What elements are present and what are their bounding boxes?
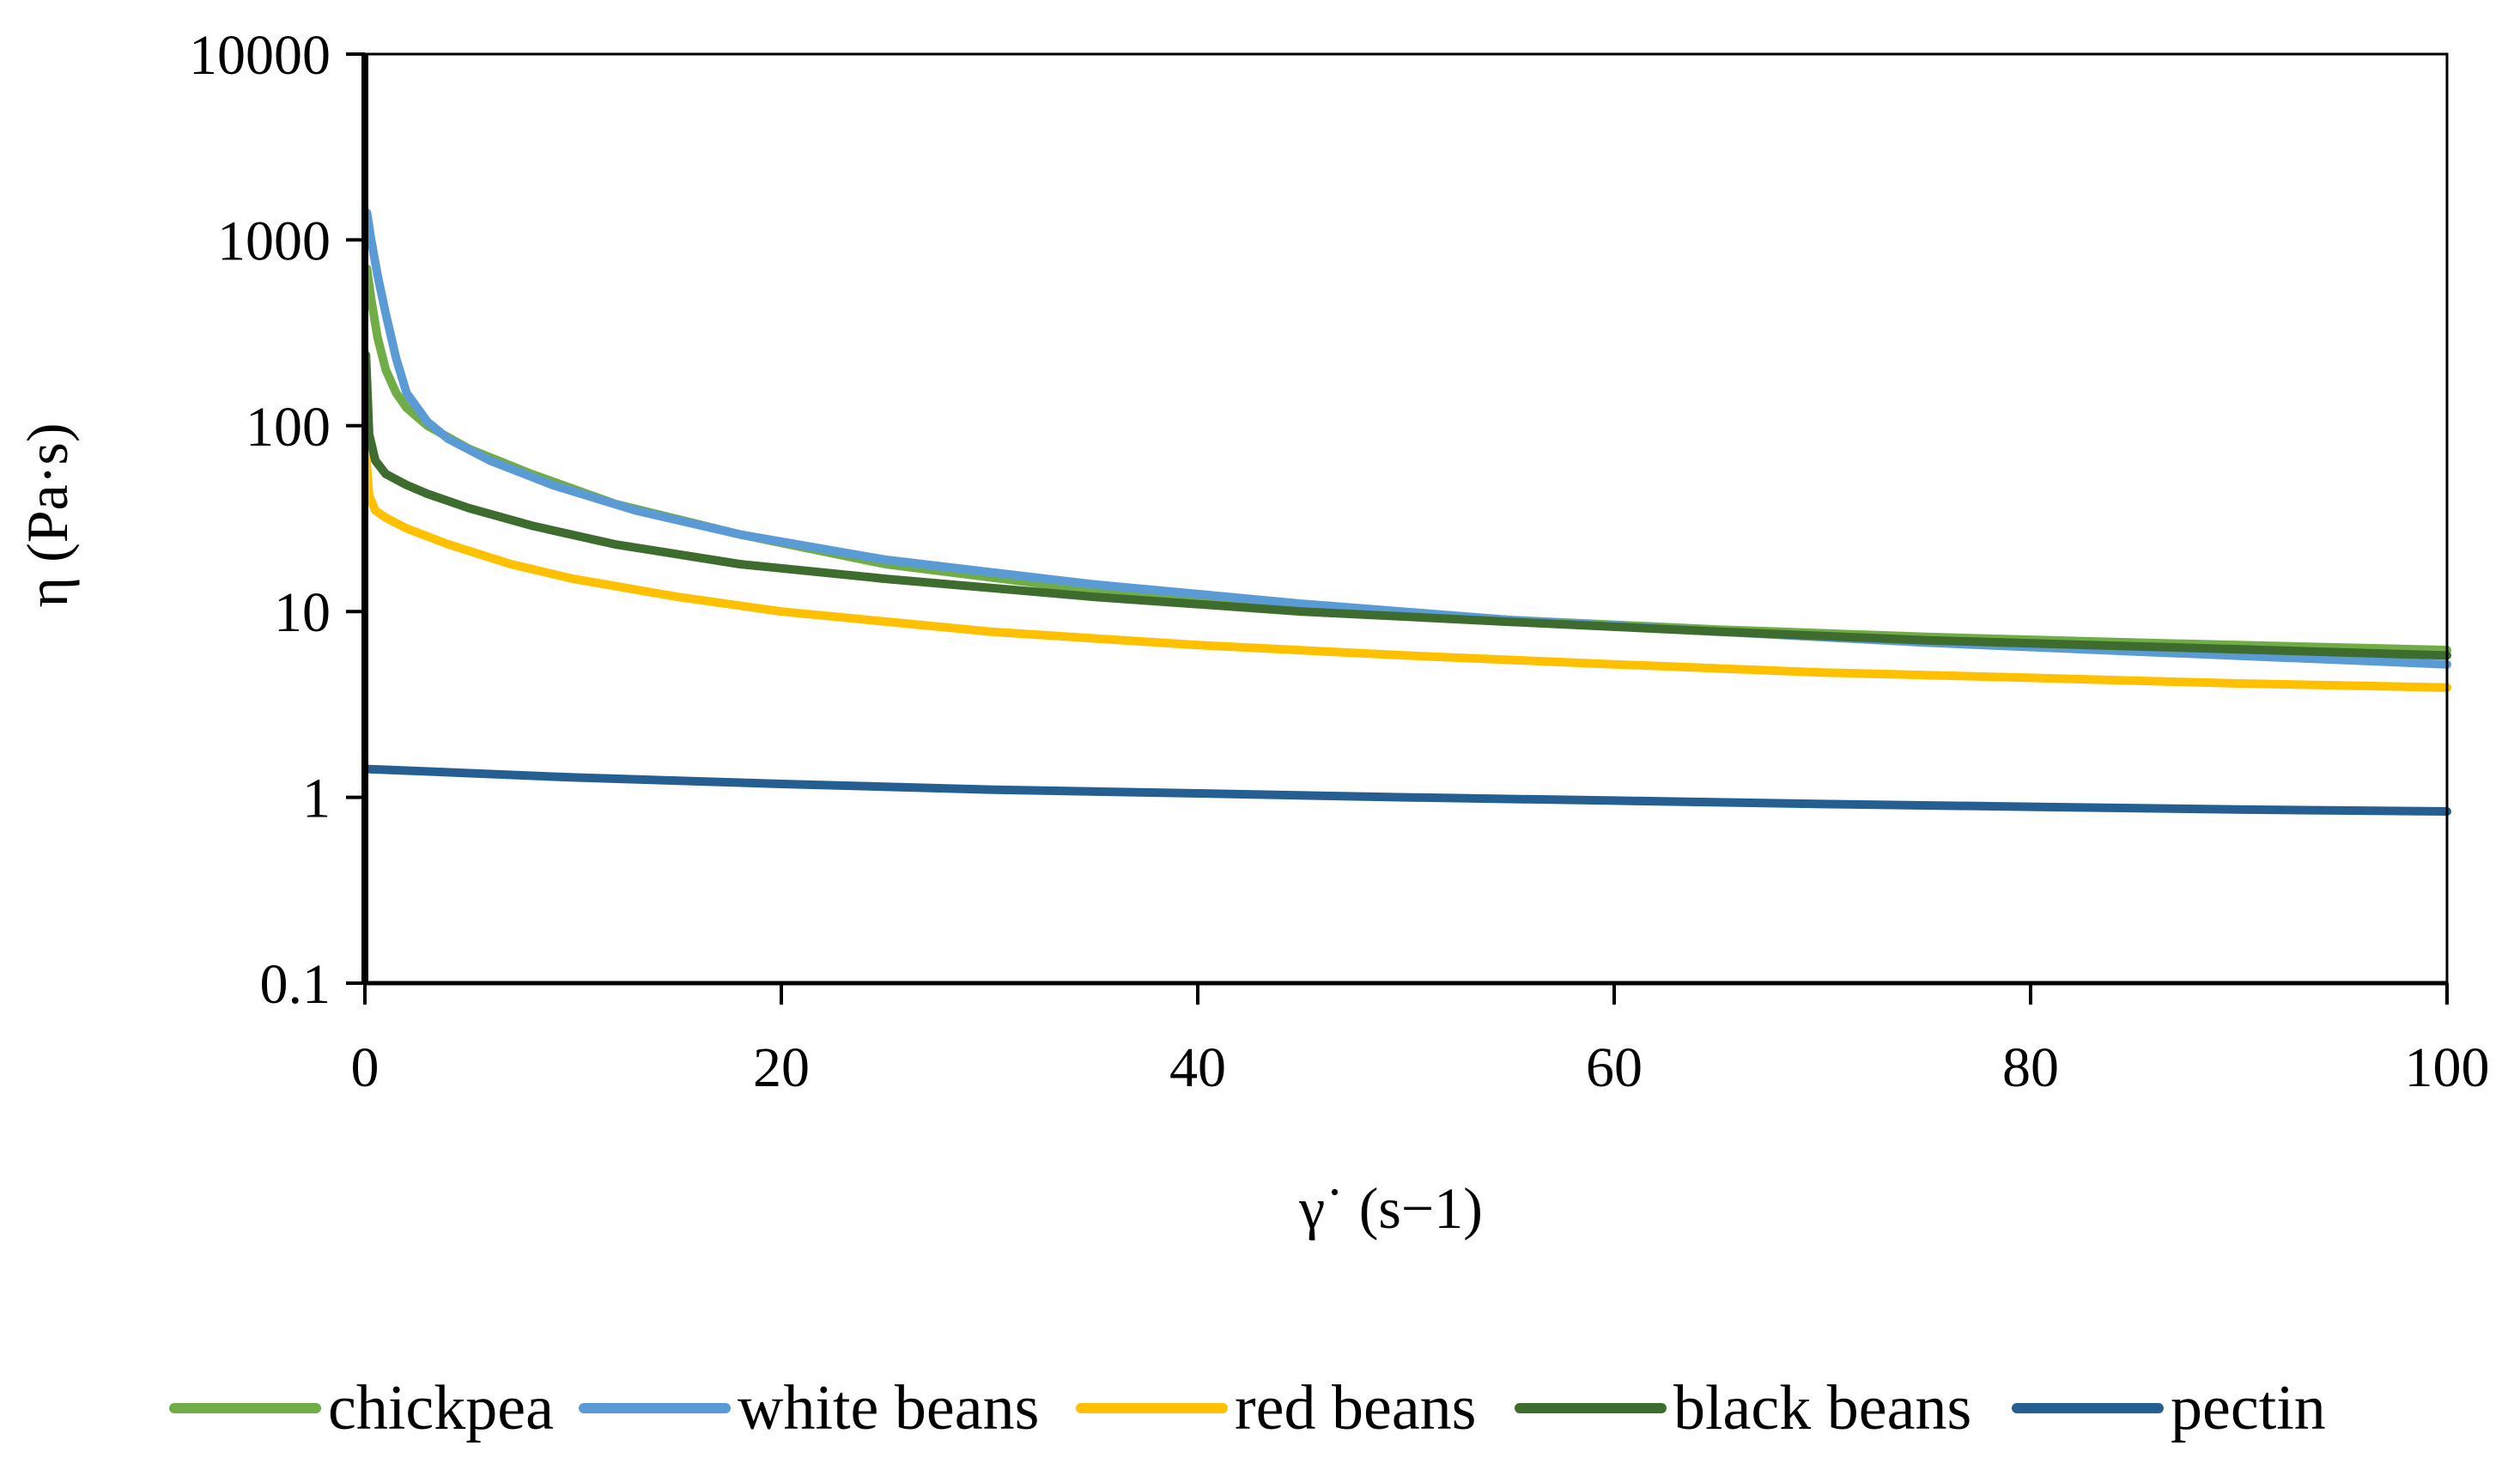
series-line-pectin <box>362 764 2451 816</box>
x-tick-label: 80 <box>2002 1036 2059 1099</box>
series-line-red-beans <box>361 450 2451 692</box>
axes-layer <box>346 52 2449 1005</box>
x-tick-label: 0 <box>351 1036 380 1099</box>
y-tick-label: 10 <box>274 581 331 644</box>
legend-label-chickpea: chickpea <box>328 1373 554 1443</box>
y-tick-label: 1000 <box>217 210 331 272</box>
legend-label-black-beans: black beans <box>1673 1373 1971 1443</box>
y-tick-label: 1 <box>302 768 331 830</box>
series-layer <box>361 208 2451 816</box>
x-tick-label: 20 <box>753 1036 810 1099</box>
x-tick-label: 40 <box>1169 1036 1226 1099</box>
series-line-black-beans <box>361 350 2451 660</box>
x-tick-label: 60 <box>1586 1036 1643 1099</box>
legend-label-pectin: pectin <box>2171 1373 2326 1443</box>
y-tick-label: 0.1 <box>260 953 331 1016</box>
y-tick-label: 100 <box>246 396 331 459</box>
y-axis-title: η (Pa·s) <box>15 423 80 608</box>
y-tick-label: 10000 <box>189 24 331 87</box>
tick-labels: 0.1 1 10 100 1000 10000 0 20 40 60 80 100 <box>189 24 2490 1099</box>
legend: chickpea white beans red beans black beans p… <box>169 1373 2326 1443</box>
legend-label-red-beans: red beans <box>1235 1373 1476 1443</box>
legend-label-white-beans: white beans <box>738 1373 1039 1443</box>
x-tick-label: 100 <box>2405 1036 2490 1099</box>
x-axis-title: γ˙ (s−1) <box>1298 1175 1483 1241</box>
